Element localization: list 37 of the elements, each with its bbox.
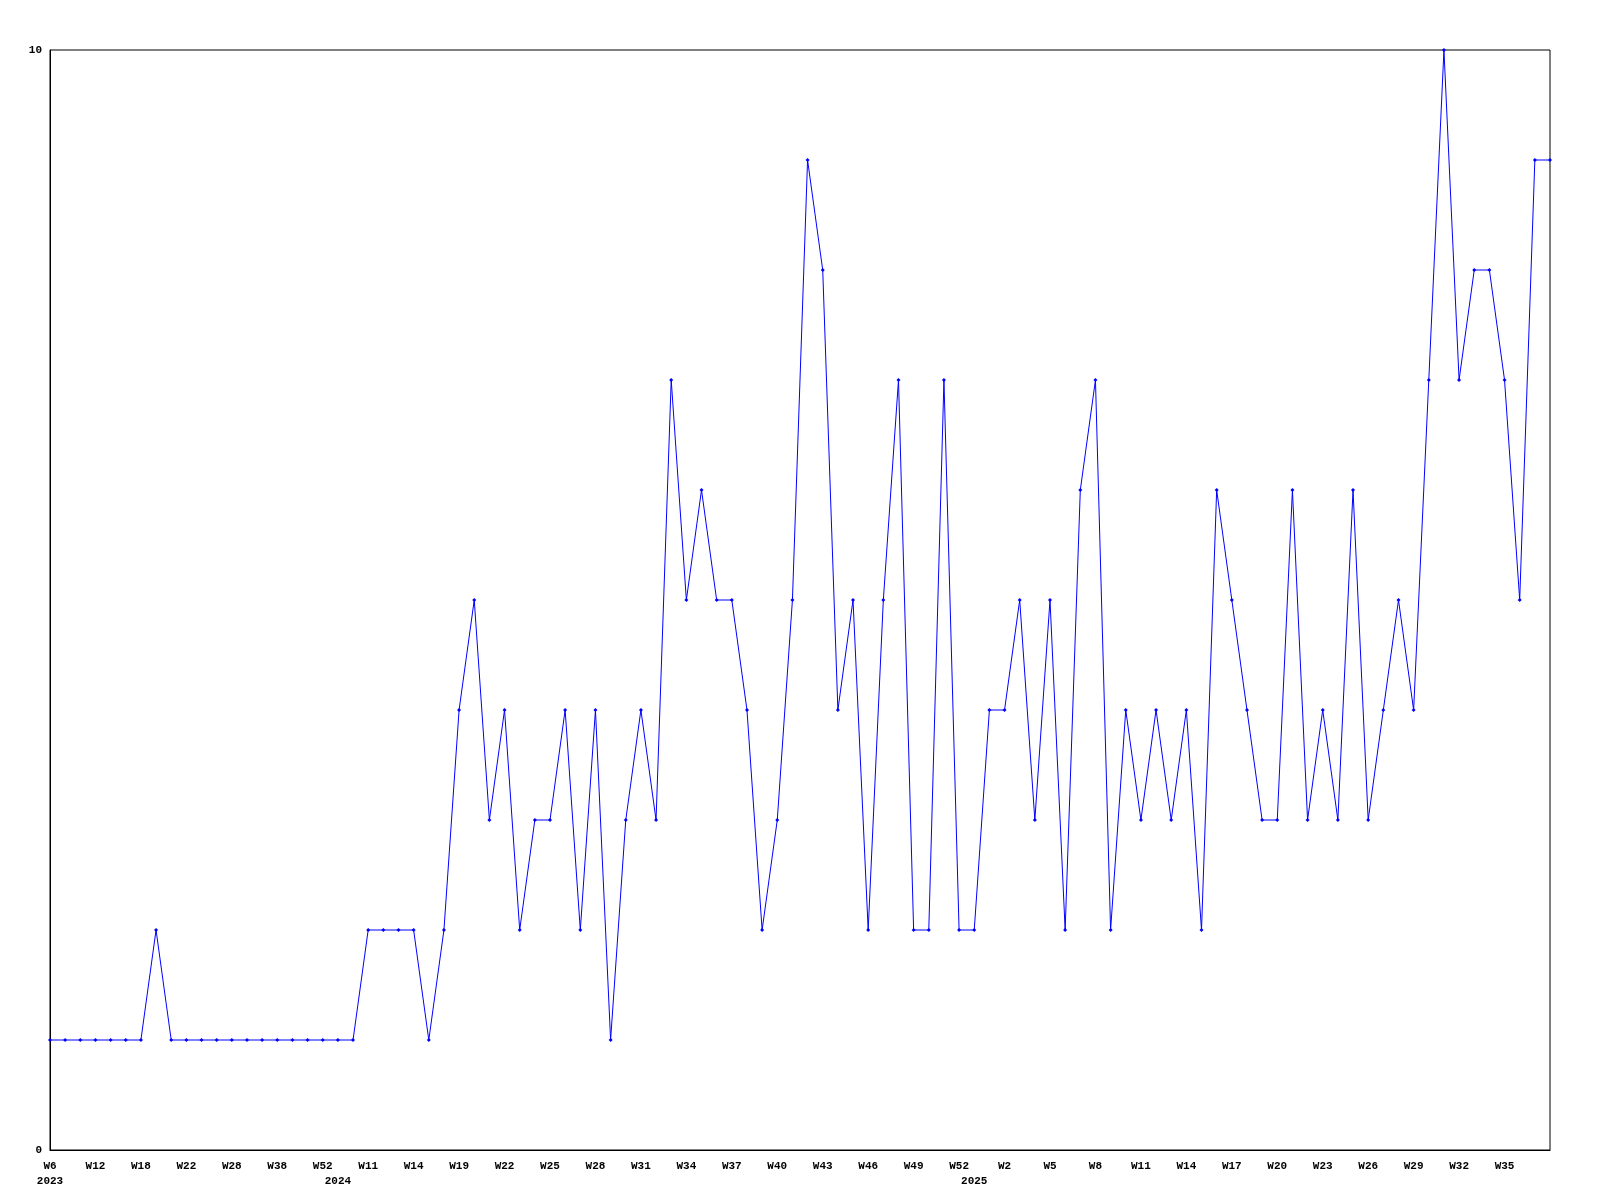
y-tick-label: 10 bbox=[28, 44, 42, 56]
x-tick-label: W11 bbox=[358, 1159, 379, 1172]
x-tick-label: W37 bbox=[721, 1159, 742, 1172]
x-tick-label: W43 bbox=[812, 1159, 834, 1172]
x-tick-label: W25 bbox=[540, 1159, 561, 1172]
x-tick-label: W19 bbox=[449, 1159, 469, 1172]
x-tick-label: W32 bbox=[1449, 1159, 1469, 1172]
x-tick-label: W49 bbox=[903, 1159, 924, 1172]
x-tick-label: W34 bbox=[676, 1159, 697, 1172]
y-tick-label: 0 bbox=[35, 1144, 42, 1156]
x-tick-label: W26 bbox=[1358, 1159, 1379, 1172]
x-tick-label: W8 bbox=[1088, 1159, 1103, 1172]
x-tick-label: W11 bbox=[1131, 1159, 1152, 1172]
x-tick-label: W52 bbox=[312, 1159, 333, 1172]
x-tick-label: W38 bbox=[267, 1159, 288, 1172]
x-tick-label: W17 bbox=[1221, 1159, 1242, 1172]
x-tick-label: W40 bbox=[767, 1159, 788, 1172]
x-tick-label: 2025 bbox=[961, 1174, 988, 1187]
x-tick-label: W22 bbox=[176, 1159, 197, 1172]
x-tick-label: W5 bbox=[1043, 1159, 1057, 1172]
x-tick-label: 2024 bbox=[324, 1174, 352, 1187]
x-tick-label: W52 bbox=[949, 1159, 969, 1172]
x-tick-label: W22 bbox=[494, 1159, 515, 1172]
x-tick-label: W29 bbox=[1403, 1159, 1424, 1172]
x-tick-label: W31 bbox=[631, 1159, 652, 1172]
x-tick-label: W46 bbox=[858, 1159, 879, 1172]
x-tick-label: W28 bbox=[585, 1159, 606, 1172]
x-tick-label: W35 bbox=[1494, 1159, 1515, 1172]
x-tick-label: W2 bbox=[997, 1159, 1012, 1172]
x-tick-label: W18 bbox=[131, 1159, 152, 1172]
x-tick-label: W28 bbox=[221, 1159, 243, 1172]
x-tick-label: W20 bbox=[1267, 1159, 1288, 1172]
x-tick-label: W14 bbox=[1176, 1159, 1197, 1172]
x-tick-label: W23 bbox=[1312, 1159, 1334, 1172]
x-tick-label: W12 bbox=[85, 1159, 106, 1172]
x-tick-label: W14 bbox=[403, 1159, 424, 1172]
x-tick-label: W6 2023 bbox=[36, 1159, 64, 1187]
